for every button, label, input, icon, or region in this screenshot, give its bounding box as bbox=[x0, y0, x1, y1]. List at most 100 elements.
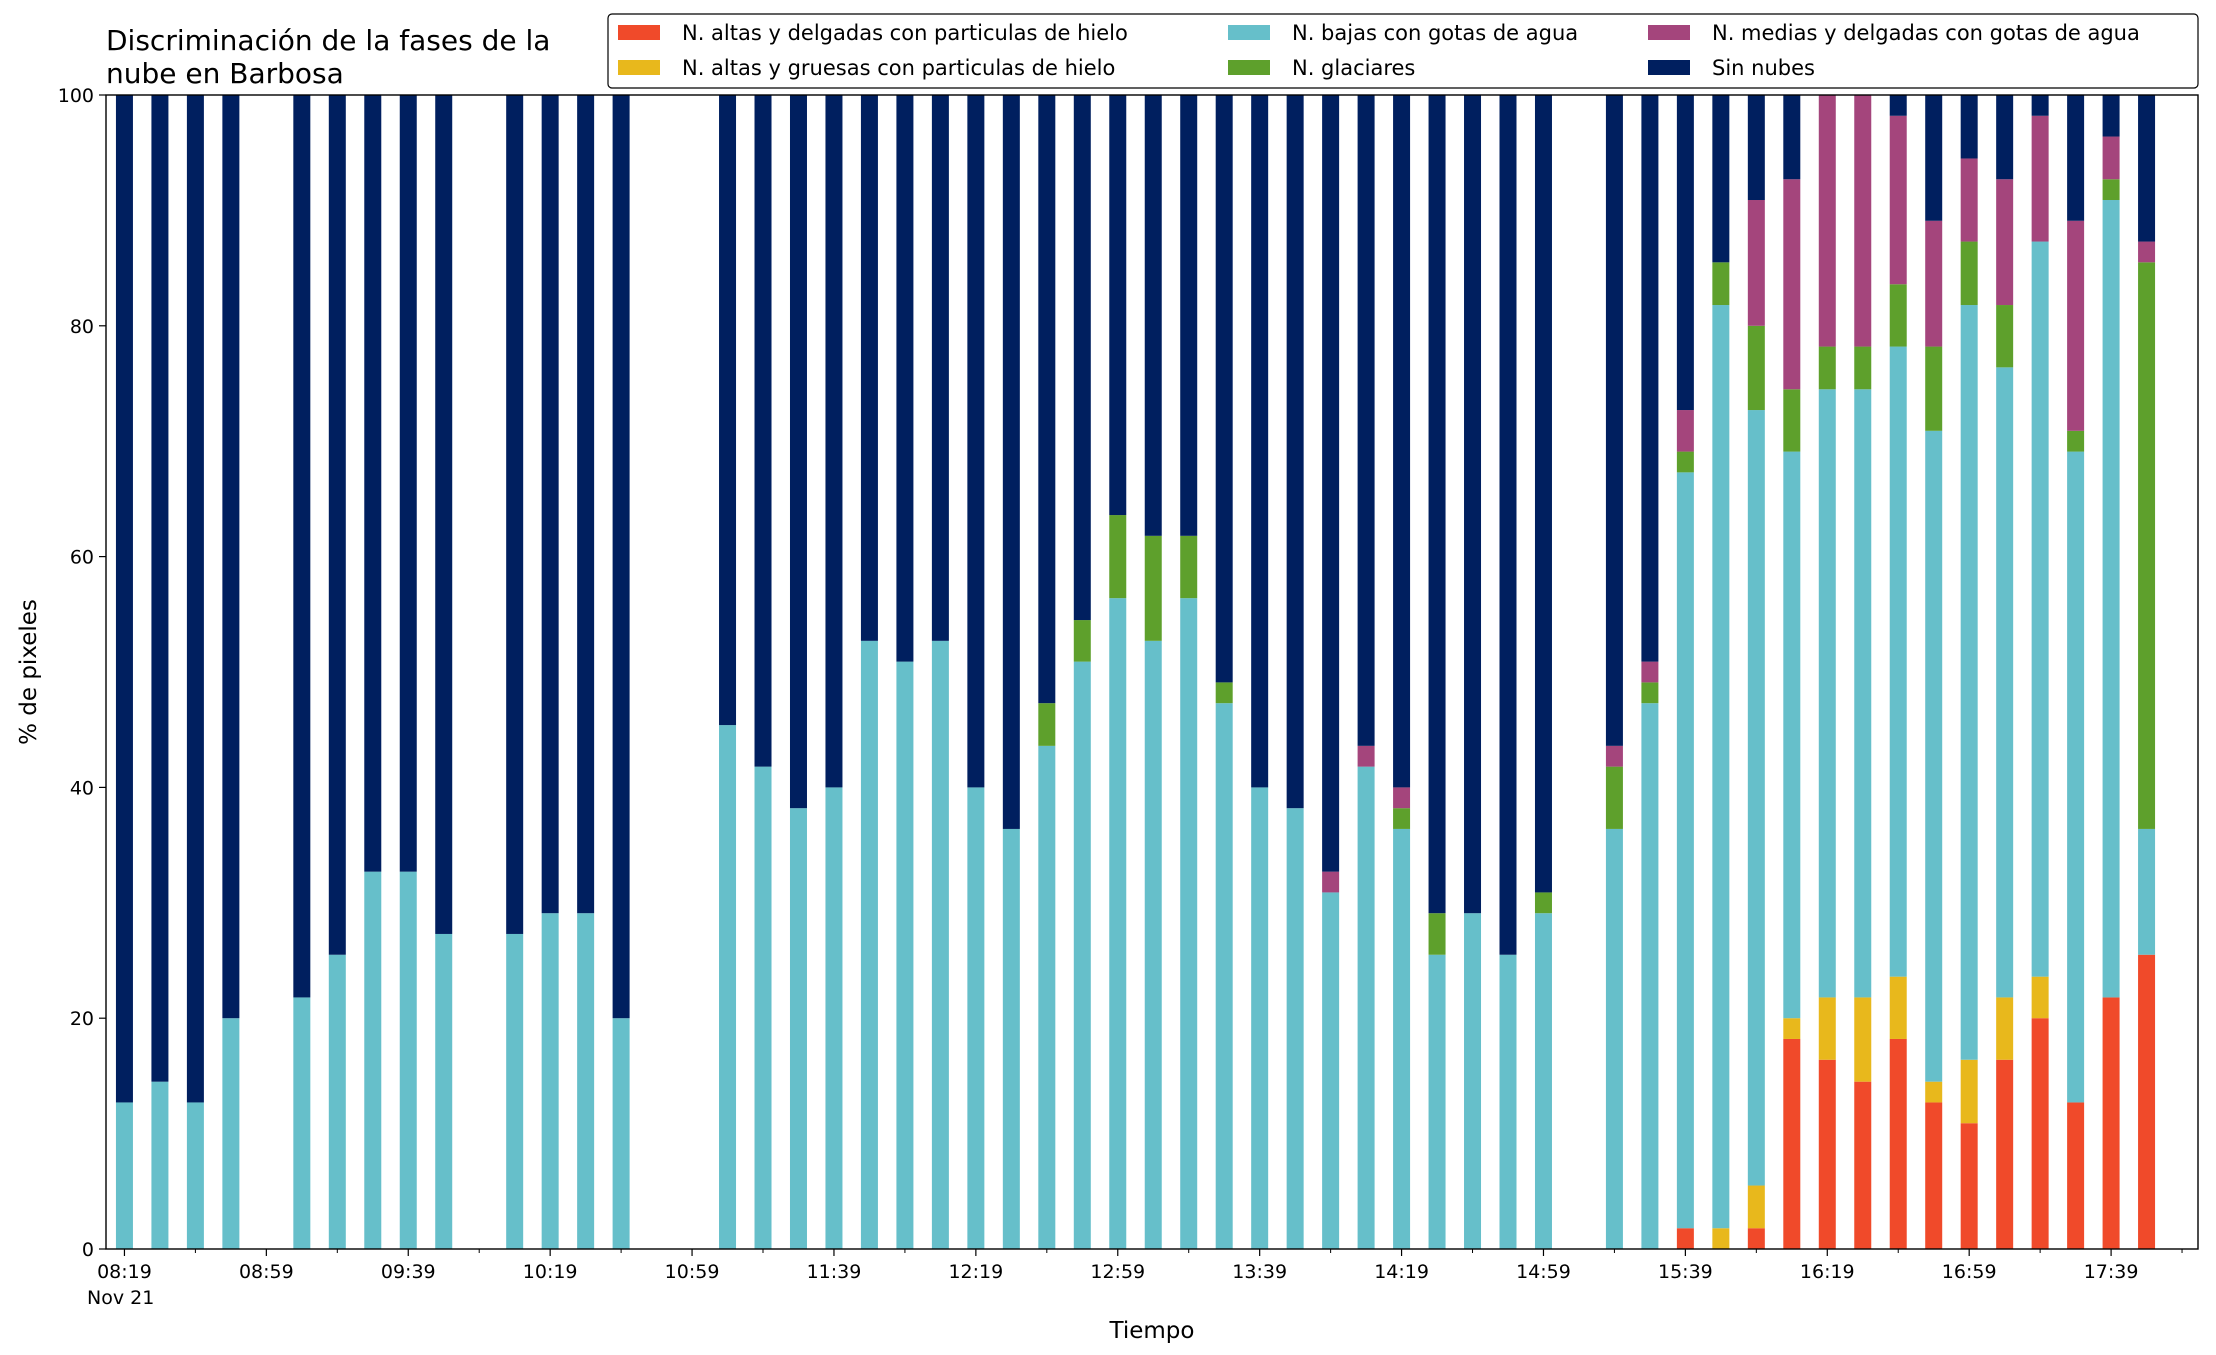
bar-segment bbox=[1783, 451, 1801, 1019]
bar-segment bbox=[1641, 95, 1659, 662]
bar-segment bbox=[1854, 389, 1872, 998]
bar-segment bbox=[399, 871, 417, 1249]
bar-segment bbox=[1073, 95, 1091, 621]
bar-segment bbox=[1854, 1081, 1872, 1249]
bar-segment bbox=[1393, 95, 1411, 788]
bar-segment bbox=[1605, 766, 1623, 829]
bar-segment bbox=[1286, 95, 1304, 809]
x-tick-label: 13:39 bbox=[1232, 1261, 1287, 1283]
bar-segment bbox=[1854, 346, 1872, 390]
bar-segment bbox=[506, 95, 524, 934]
x-tick-label: 12:19 bbox=[948, 1261, 1003, 1283]
bar-segment bbox=[1251, 787, 1269, 1249]
bar-segment bbox=[1215, 703, 1233, 1249]
bar-segment bbox=[1393, 808, 1411, 829]
x-tick-label: 10:59 bbox=[665, 1261, 720, 1283]
bar-segment bbox=[222, 1018, 240, 1249]
bar-segment bbox=[1960, 241, 1978, 306]
x-tick-label: 17:39 bbox=[2084, 1261, 2139, 1283]
x-sublabel: Nov 21 bbox=[87, 1287, 154, 1309]
bar-segment bbox=[1322, 871, 1340, 893]
bar-segment bbox=[1499, 954, 1517, 1249]
bar-segment bbox=[1889, 976, 1907, 1039]
bar-segment bbox=[754, 766, 772, 1249]
bar-segment bbox=[719, 95, 737, 726]
bar-segment bbox=[1783, 389, 1801, 452]
bar-segment bbox=[1286, 808, 1304, 1249]
bar-segment bbox=[1605, 745, 1623, 767]
bar-segment bbox=[506, 933, 524, 1249]
bar-segment bbox=[1357, 745, 1375, 767]
bar-segment bbox=[1783, 1038, 1801, 1249]
legend-label: N. medias y delgadas con gotas de agua bbox=[1712, 21, 2140, 45]
bar-segment bbox=[2138, 241, 2156, 263]
bar-segment bbox=[1996, 367, 2014, 998]
bar-segment bbox=[1889, 115, 1907, 285]
bar-segment bbox=[1783, 1018, 1801, 1039]
y-axis-label: % de pixeles bbox=[16, 599, 42, 745]
bar-segment bbox=[1818, 1059, 1836, 1249]
legend-swatch bbox=[618, 60, 660, 75]
y-tick-label: 20 bbox=[70, 1008, 94, 1030]
bar-segment bbox=[931, 95, 949, 641]
bar-segment bbox=[1428, 95, 1446, 914]
bar-segment bbox=[1996, 1059, 2014, 1249]
bar-segment bbox=[1925, 1081, 1943, 1103]
bar-segment bbox=[967, 95, 985, 788]
bar-segment bbox=[612, 1018, 630, 1249]
bar-segment bbox=[1712, 95, 1730, 263]
chart-title: Discriminación de la fases de la bbox=[106, 24, 550, 57]
bar-segment bbox=[1464, 913, 1482, 1249]
bar-segment bbox=[1712, 262, 1730, 306]
legend-label: Sin nubes bbox=[1712, 56, 1815, 80]
bar-segment bbox=[2031, 241, 2049, 977]
bar-segment bbox=[2067, 1102, 2085, 1249]
bar-segment bbox=[2138, 828, 2156, 955]
bar-segment bbox=[1038, 745, 1056, 1249]
bar-segment bbox=[1889, 1038, 1907, 1249]
bar-segment bbox=[2031, 1018, 2049, 1249]
bar-segment bbox=[789, 95, 807, 809]
bar-segment bbox=[2138, 95, 2156, 242]
bar-segment bbox=[1180, 95, 1198, 536]
bar-segment bbox=[1783, 95, 1801, 180]
bar-segment bbox=[754, 95, 772, 767]
legend-box bbox=[607, 13, 2199, 89]
bar-segment bbox=[1712, 1228, 1730, 1249]
bar-segment bbox=[1641, 682, 1659, 704]
legend-label: N. glaciares bbox=[1292, 56, 1415, 80]
bar-segment bbox=[2031, 976, 2049, 1019]
bar-segment bbox=[1712, 305, 1730, 1229]
bar-segment bbox=[2067, 430, 2085, 452]
bar-segment bbox=[1322, 892, 1340, 1249]
legend-label: N. bajas con gotas de agua bbox=[1292, 21, 1578, 45]
bar-segment bbox=[1925, 346, 1943, 431]
bar-segment bbox=[151, 1081, 169, 1249]
bar-segment bbox=[1499, 95, 1517, 955]
bar-segment bbox=[896, 95, 914, 662]
bar-segment bbox=[115, 95, 133, 1103]
bar-segment bbox=[2102, 136, 2120, 180]
bar-segment bbox=[115, 1102, 133, 1249]
bar-segment bbox=[364, 95, 382, 872]
bar-segment bbox=[1073, 620, 1091, 662]
bar-segment bbox=[1109, 598, 1127, 1249]
bar-segment bbox=[541, 913, 559, 1249]
bar-segment bbox=[896, 661, 914, 1249]
bar-segment bbox=[931, 640, 949, 1249]
y-tick-label: 40 bbox=[70, 777, 94, 799]
bar-segment bbox=[1357, 766, 1375, 1249]
bar-segment bbox=[435, 95, 453, 934]
bar-segment bbox=[1676, 95, 1694, 411]
bar-segment bbox=[860, 95, 878, 641]
bar-segment bbox=[1534, 95, 1552, 893]
legend-swatch bbox=[1648, 60, 1690, 75]
bar-segment bbox=[1960, 305, 1978, 1060]
bar-segment bbox=[1960, 1059, 1978, 1124]
bar-segment bbox=[541, 95, 559, 914]
bar-segment bbox=[1073, 661, 1091, 1249]
bar-segment bbox=[2138, 954, 2156, 1249]
bar-segment bbox=[1747, 1185, 1765, 1229]
bar-segment bbox=[1747, 410, 1765, 1186]
legend-swatch bbox=[1228, 60, 1270, 75]
